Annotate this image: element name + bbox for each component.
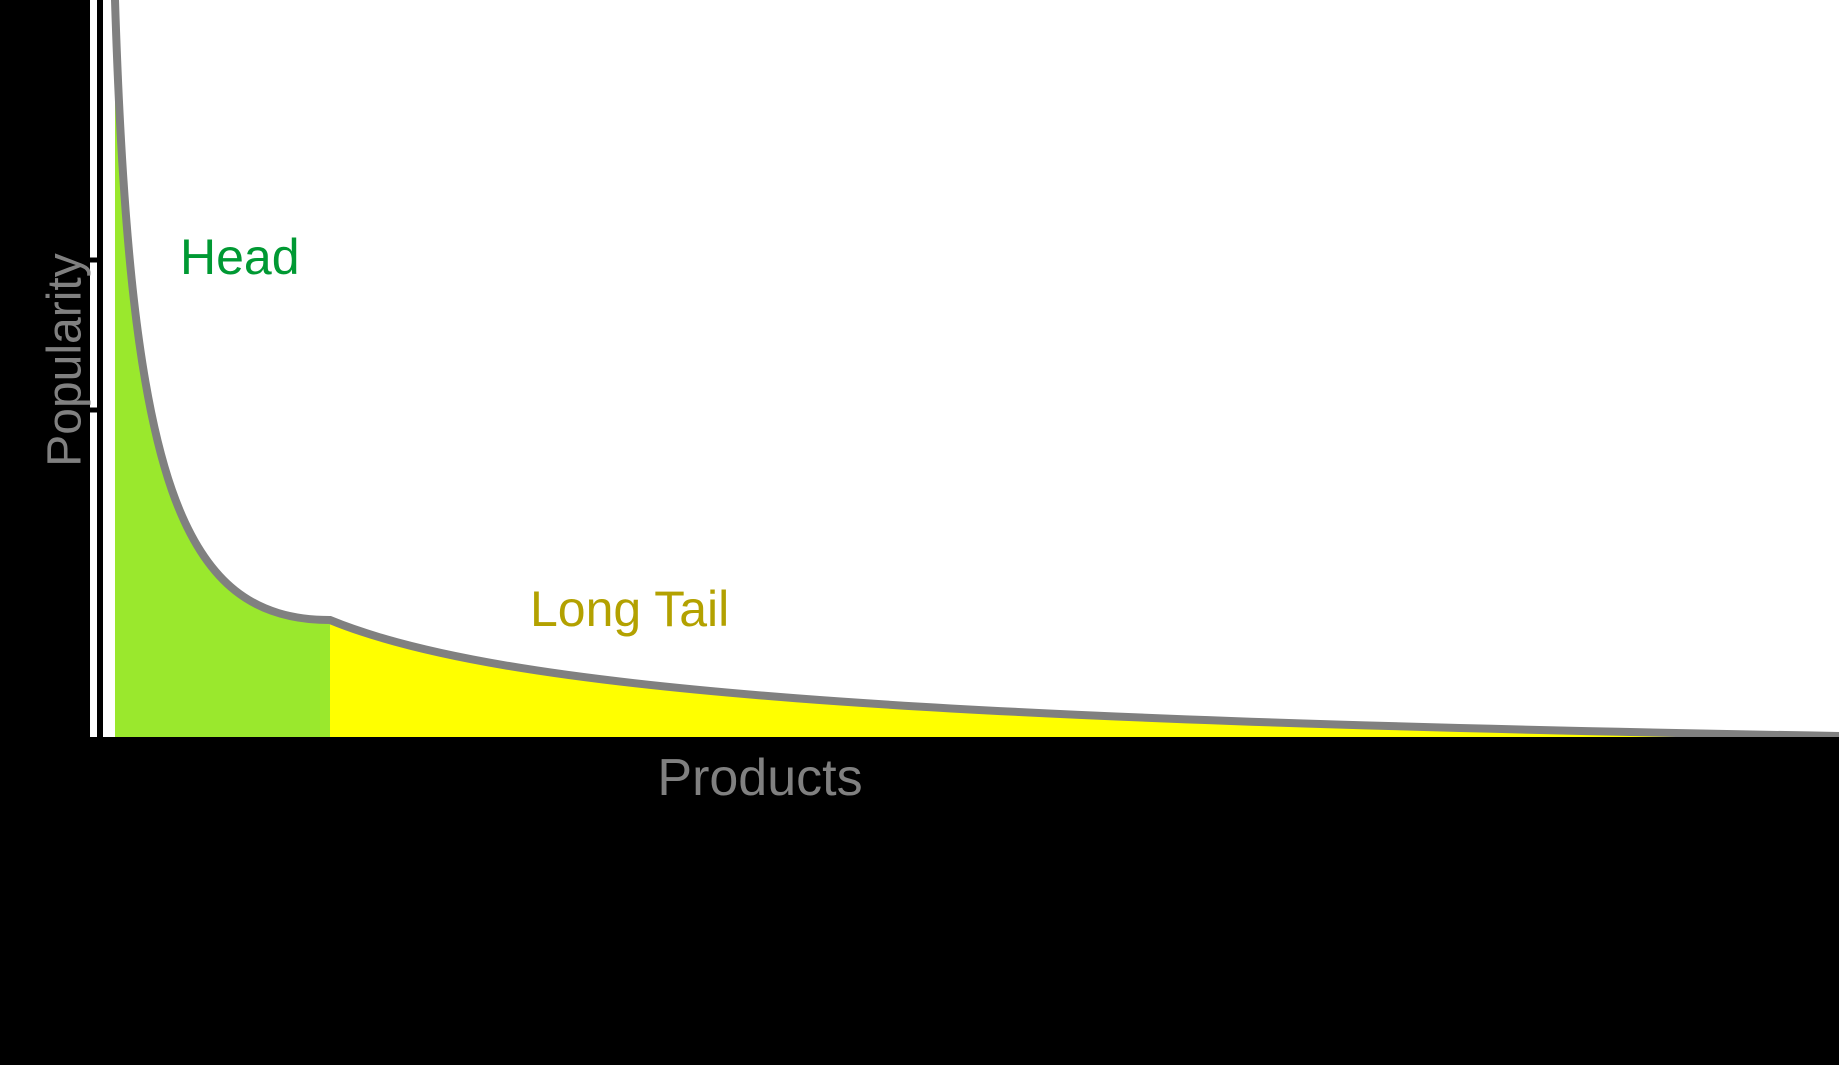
long-tail-label: Long Tail — [530, 580, 729, 638]
x-axis-label: Products — [657, 748, 862, 808]
chart-stage: Popularity Products Head Long Tail — [0, 0, 1839, 1065]
y-axis-label: Popularity — [38, 253, 93, 466]
long-tail-chart — [0, 0, 1839, 800]
head-label: Head — [180, 228, 300, 286]
